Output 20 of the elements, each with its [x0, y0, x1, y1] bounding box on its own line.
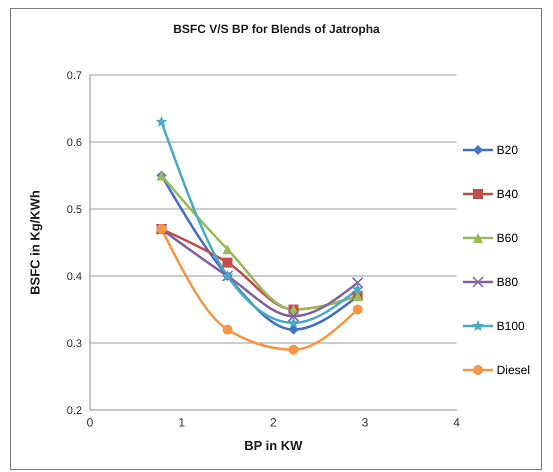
x-tick-label: 0 — [86, 416, 94, 430]
legend-label: B60 — [496, 231, 518, 245]
y-axis-title: BSFC in Kg/KWh — [28, 190, 43, 295]
x-tick-label: 1 — [178, 416, 186, 430]
y-tick-label: 0.6 — [66, 136, 82, 149]
legend-label: Diesel — [496, 363, 530, 377]
legend-label: B100 — [496, 319, 525, 333]
legend-label: B20 — [496, 143, 518, 157]
y-tick-label: 0.2 — [66, 404, 82, 417]
x-tick-label: 4 — [453, 416, 460, 430]
y-tick-label: 0.3 — [66, 338, 82, 350]
y-tick-label: 0.7 — [66, 70, 82, 82]
y-tick-label: 0.5 — [66, 204, 82, 216]
legend-label: B80 — [496, 275, 518, 289]
x-tick-label: 3 — [362, 416, 369, 430]
legend-label: B40 — [496, 187, 518, 201]
y-tick-label: 0.4 — [66, 270, 82, 283]
x-tick-label: 2 — [270, 416, 277, 430]
x-axis-title: BP in KW — [244, 438, 304, 453]
chart-title: BSFC V/S BP for Blends of Jatropha — [172, 22, 381, 36]
